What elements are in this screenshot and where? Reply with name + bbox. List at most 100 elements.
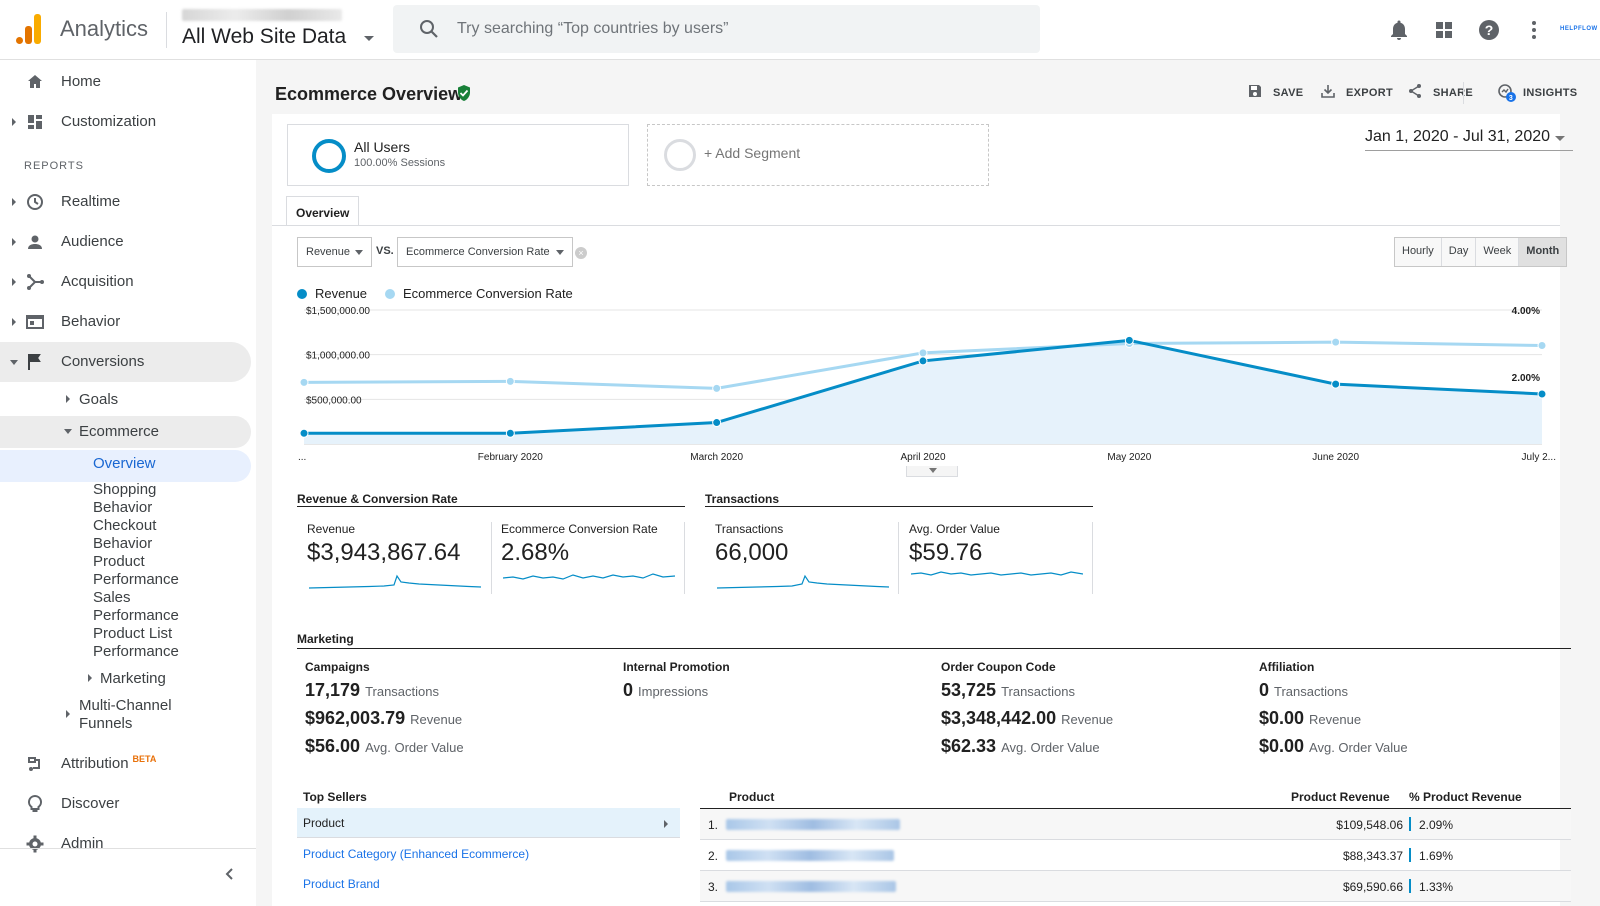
secondary-metric-select[interactable]: Ecommerce Conversion Rate [397, 237, 573, 267]
app-name: Analytics [60, 16, 149, 41]
revenue-conversion-chart[interactable]: $1,500,000.00 $1,000,000.00 $500,000.00 4.0… [286, 300, 1570, 470]
data-point-revenue [918, 356, 928, 366]
sidebar-item-ecommerce[interactable]: Ecommerce [79, 423, 160, 440]
header-divider [166, 12, 167, 48]
bell-icon[interactable] [1387, 18, 1411, 42]
add-segment-button[interactable]: + Add Segment [647, 124, 989, 186]
granularity-day[interactable]: Day [1441, 238, 1477, 266]
metric-transactions[interactable]: Transactions 66,000 [715, 522, 788, 567]
chevron-down-icon[interactable] [1555, 136, 1565, 141]
search-input[interactable] [457, 5, 1017, 53]
close-icon[interactable]: × [575, 247, 587, 259]
sidebar-item-product-list-performance[interactable]: Product List Performance [93, 625, 179, 661]
collapse-sidebar-icon[interactable] [222, 866, 238, 882]
sidebar-item-conversions[interactable]: Conversions [0, 342, 252, 382]
chevron-right-icon [664, 820, 668, 828]
marketing-internal-promotion-impressions[interactable]: 0 Impressions [623, 680, 708, 701]
top-sellers-product-brand[interactable]: Product Brand [297, 869, 680, 899]
label-line: Product [93, 553, 145, 570]
marketing-campaigns-aov[interactable]: $56.00 Avg. Order Value [305, 736, 464, 757]
aov-sparkline [911, 571, 1083, 576]
metric-revenue[interactable]: Revenue $3,943,867.64 [307, 522, 460, 567]
primary-metric-select[interactable]: Revenue [297, 237, 372, 267]
metric-conversion-rate[interactable]: Ecommerce Conversion Rate 2.68% [501, 522, 658, 567]
data-point-revenue [1331, 379, 1341, 389]
help-icon[interactable]: ? [1477, 18, 1501, 42]
row-percent: 1.69% [1419, 849, 1454, 863]
sidebar-item-discover[interactable]: Discover [0, 784, 252, 824]
marketing-affiliation-title: Affiliation [1259, 660, 1315, 674]
sidebar-item-customization[interactable]: Customization [0, 102, 252, 142]
segment-all-users[interactable]: All Users 100.00% Sessions [287, 124, 629, 186]
view-selector[interactable]: All Web Site Data [182, 25, 347, 48]
column-header-product-revenue[interactable]: Product Revenue [1291, 790, 1390, 804]
account-name-blurred[interactable] [182, 9, 342, 21]
date-range-picker[interactable]: Jan 1, 2020 - Jul 31, 2020 [1365, 128, 1551, 145]
vs-label: VS. [376, 245, 394, 257]
sidebar-item-label: Attribution BETA [61, 754, 156, 772]
marketing-coupon-revenue[interactable]: $3,348,442.00 Revenue [941, 708, 1113, 729]
marketing-affiliation-transactions[interactable]: 0 Transactions [1259, 680, 1348, 701]
insights-count: 3 [1509, 95, 1513, 102]
sidebar-item-overview[interactable]: Overview [93, 455, 156, 472]
top-sellers-product-category[interactable]: Product Category (Enhanced Ecommerce) [297, 839, 680, 869]
flag-icon [28, 354, 41, 370]
marketing-affiliation-revenue[interactable]: $0.00 Revenue [1259, 708, 1361, 729]
sidebar-item-acquisition[interactable]: Acquisition [0, 262, 252, 302]
sidebar-item-audience[interactable]: Audience [0, 222, 252, 262]
granularity-hourly[interactable]: Hourly [1395, 238, 1442, 266]
metric-divider [1092, 522, 1093, 594]
top-sellers-title: Top Sellers [303, 790, 367, 804]
empty-segment-ring-icon [664, 139, 696, 171]
sidebar-item-sales-performance[interactable]: Sales Performance [93, 589, 179, 625]
brand-logo[interactable]: HELPFLOW [1560, 26, 1598, 32]
sidebar-item-goals[interactable]: Goals [79, 391, 119, 408]
sidebar-item-realtime[interactable]: Realtime [0, 182, 252, 222]
tab-overview[interactable]: Overview [286, 196, 359, 226]
marketing-coupon-title: Order Coupon Code [941, 660, 1056, 674]
chevron-down-icon[interactable] [364, 36, 374, 41]
search-bar[interactable] [393, 5, 1040, 53]
granularity-month[interactable]: Month [1519, 238, 1567, 266]
apps-grid-icon[interactable] [1432, 18, 1456, 42]
analytics-logo-icon[interactable] [16, 14, 42, 44]
marketing-unit: Avg. Order Value [1309, 740, 1408, 755]
column-header-pct-revenue[interactable]: % Product Revenue [1409, 790, 1522, 804]
sidebar-item-home[interactable]: Home [0, 62, 252, 102]
product-link-blurred[interactable] [726, 819, 900, 830]
sidebar-item-admin[interactable]: Admin [0, 824, 252, 864]
sidebar-item-checkout-behavior[interactable]: Checkout Behavior [93, 517, 156, 553]
sidebar-item-label: Admin [61, 835, 104, 852]
sidebar-item-shopping-behavior[interactable]: Shopping Behavior [93, 481, 156, 517]
x-tick-label: July 2... [1522, 452, 1556, 463]
y-right-tick-label: 4.00% [1512, 306, 1540, 317]
product-link-blurred[interactable] [726, 881, 896, 892]
marketing-campaigns-revenue[interactable]: $962,003.79 Revenue [305, 708, 462, 729]
marketing-coupon-transactions[interactable]: 53,725 Transactions [941, 680, 1075, 701]
marketing-value: $3,348,442.00 [941, 708, 1057, 728]
metric-avg-order-value[interactable]: Avg. Order Value $59.76 [909, 522, 1000, 567]
column-header-product[interactable]: Product [729, 790, 775, 804]
chevron-right-icon [12, 118, 16, 126]
top-sellers-product[interactable]: Product [297, 808, 680, 838]
data-point-conversion-rate [918, 348, 928, 358]
sidebar-item-multichannel-funnels[interactable]: Multi-Channel Funnels [79, 697, 172, 733]
sidebar-item-attribution[interactable]: Attribution BETA [0, 744, 252, 784]
sidebar-item-product-performance[interactable]: Product Performance [93, 553, 179, 589]
granularity-week[interactable]: Week [1476, 238, 1520, 266]
behavior-icon [26, 315, 44, 329]
lightbulb-icon [27, 794, 43, 812]
download-icon [1321, 85, 1335, 98]
marketing-unit: Revenue [410, 712, 463, 727]
more-vert-icon[interactable] [1522, 18, 1546, 42]
legend-dot [385, 289, 395, 299]
marketing-campaigns-transactions[interactable]: 17,179 Transactions [305, 680, 439, 701]
chevron-right-icon [88, 674, 92, 682]
product-link-blurred[interactable] [726, 850, 894, 861]
chart-expand-toggle[interactable] [906, 466, 958, 477]
sidebar-item-behavior[interactable]: Behavior [0, 302, 252, 342]
marketing-affiliation-aov[interactable]: $0.00 Avg. Order Value [1259, 736, 1408, 757]
sidebar-item-label: Realtime [61, 193, 121, 210]
marketing-coupon-aov[interactable]: $62.33 Avg. Order Value [941, 736, 1100, 757]
sidebar-item-marketing[interactable]: Marketing [100, 670, 166, 687]
